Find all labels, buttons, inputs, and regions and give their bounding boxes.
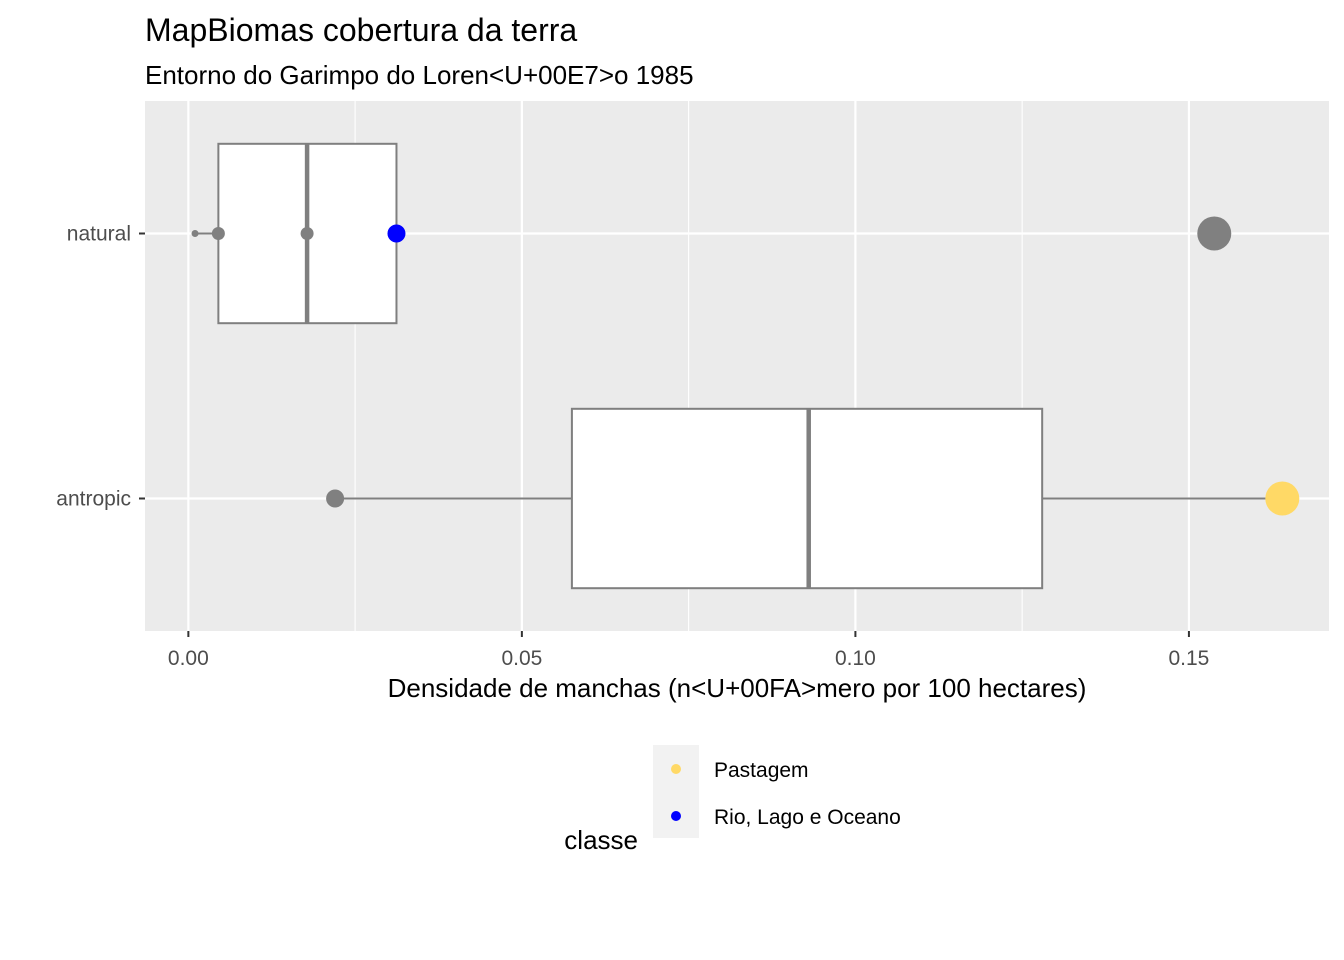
points: [191, 216, 1300, 516]
data-point: [211, 227, 225, 240]
y-tick-label: antropic: [56, 488, 131, 511]
legend: classe Pastagem Rio, Lago e Oceano: [564, 745, 901, 855]
legend-title: classe: [564, 825, 638, 855]
x-tick-label: 0.15: [1168, 647, 1209, 670]
data-point: [1265, 481, 1300, 516]
y-tick-label: natural: [67, 223, 131, 246]
x-tick-label: 0.05: [501, 647, 542, 670]
data-point: [326, 489, 345, 508]
data-point: [191, 230, 199, 237]
legend-key-background: [653, 745, 699, 838]
data-point: [1197, 216, 1232, 251]
axes: 0.00 0.05 0.10 0.15 natural antropic: [56, 223, 1209, 671]
boxes: [195, 142, 1283, 590]
chart-subtitle: Entorno do Garimpo do Loren<U+00E7>o 198…: [145, 60, 694, 90]
legend-key-dot: [671, 764, 681, 774]
x-tick-label: 0.10: [835, 647, 876, 670]
legend-key-dot: [671, 811, 681, 821]
data-point: [300, 227, 314, 240]
x-axis-title: Densidade de manchas (n<U+00FA>mero por …: [388, 673, 1087, 703]
data-point: [387, 224, 406, 243]
legend-label: Rio, Lago e Oceano: [714, 806, 901, 829]
legend-label: Pastagem: [714, 759, 809, 782]
chart-title: MapBiomas cobertura da terra: [145, 12, 577, 48]
x-tick-label: 0.00: [168, 647, 209, 670]
